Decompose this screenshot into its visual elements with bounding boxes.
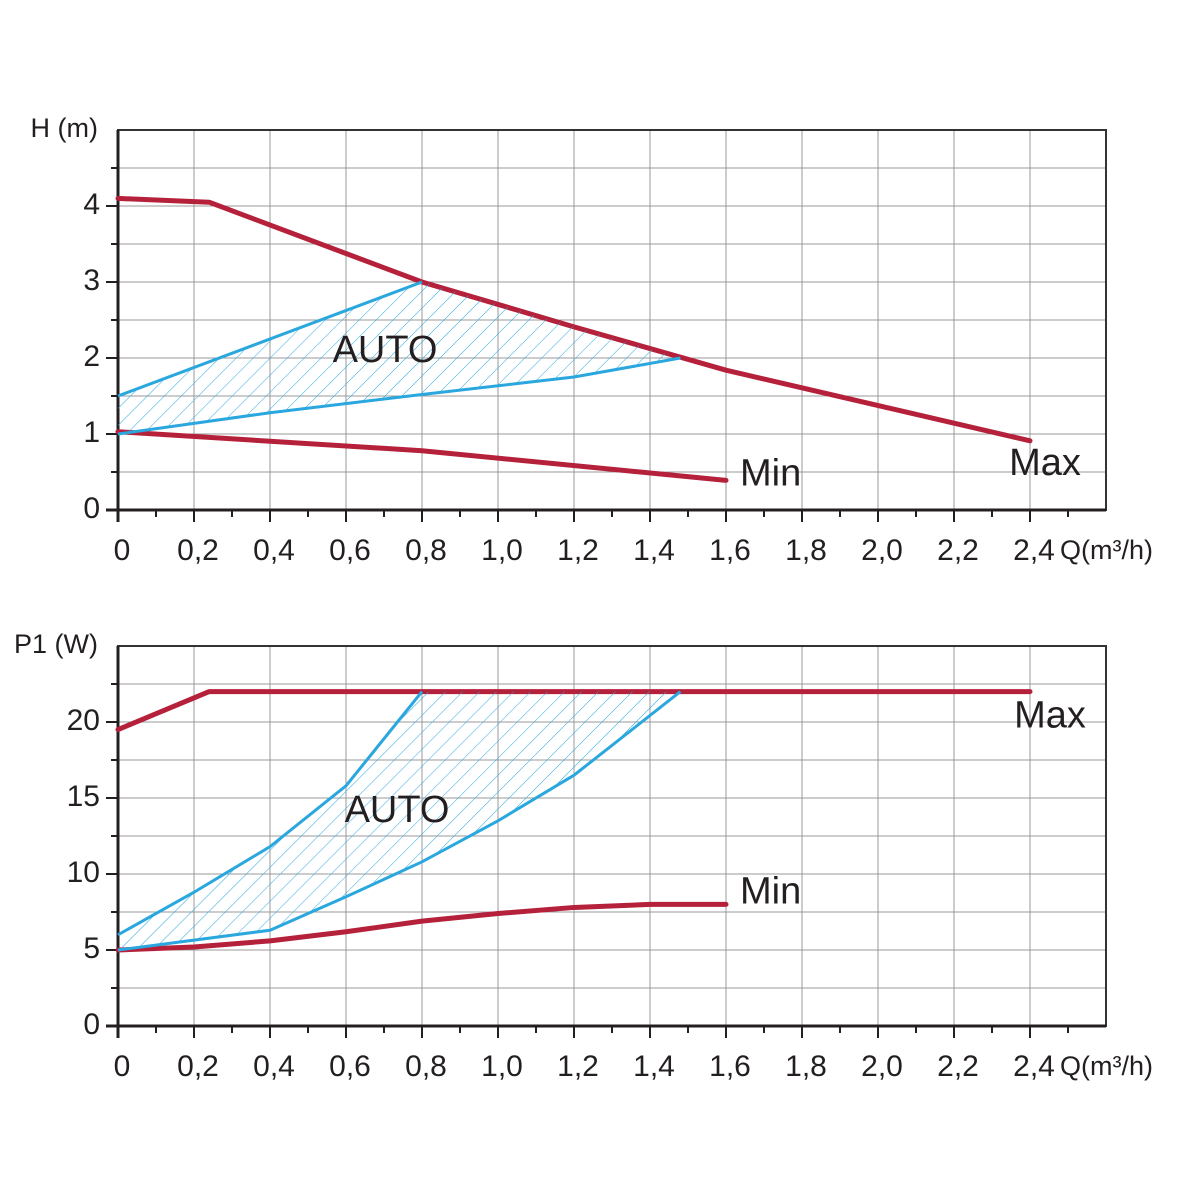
x-tick-label: 0,4: [253, 1050, 295, 1083]
x-tick-label: 2,0: [861, 1050, 903, 1083]
x-axis-label: Q(m³/h): [1060, 535, 1153, 565]
x-tick-label: 0: [114, 1050, 131, 1083]
x-tick-label: 2,2: [937, 534, 979, 567]
series-label: Min: [740, 452, 801, 494]
x-tick-label: 1,6: [709, 1050, 751, 1083]
auto-hatch: [118, 691, 681, 950]
series-line: [115, 195, 1033, 444]
x-tick-label: 0: [114, 534, 131, 567]
series-label: AUTO: [345, 789, 450, 831]
series-line: [115, 901, 729, 953]
x-tick-label: 1,2: [557, 534, 599, 567]
x-tick-label: 1,0: [481, 534, 523, 567]
x-tick-label: 1,6: [709, 534, 751, 567]
x-tick-label: 2,0: [861, 534, 903, 567]
y-tick-label: 4: [83, 188, 100, 221]
x-tick-label: 0,2: [177, 1050, 219, 1083]
y-tick-label: 15: [67, 780, 100, 813]
x-tick-label: 0,8: [405, 534, 447, 567]
y-tick-label: 10: [67, 856, 100, 889]
y-axis-label: P1 (W): [14, 629, 98, 659]
series-label: Max: [1009, 442, 1081, 484]
y-tick-label: 1: [83, 416, 100, 449]
auto-hatch: [118, 282, 681, 434]
y-tick-label: 5: [83, 932, 100, 965]
series-label: Min: [740, 870, 801, 912]
y-tick-label: 3: [83, 264, 100, 297]
x-tick-label: 0,8: [405, 1050, 447, 1083]
x-tick-label: 1,4: [633, 1050, 675, 1083]
x-tick-label: 2,4: [1013, 1050, 1055, 1083]
x-axis-label: Q(m³/h): [1060, 1051, 1153, 1081]
x-tick-label: 1,8: [785, 534, 827, 567]
y-tick-label: 20: [67, 704, 100, 737]
auto-upper-line: [117, 280, 423, 398]
series-line: [115, 429, 729, 483]
y-axis-label: H (m): [31, 113, 98, 143]
x-tick-label: 1,4: [633, 534, 675, 567]
auto-lower-line: [117, 690, 682, 952]
series-label: Max: [1014, 695, 1086, 737]
x-tick-label: 1,2: [557, 1050, 599, 1083]
x-tick-label: 0,2: [177, 534, 219, 567]
x-tick-label: 1,0: [481, 1050, 523, 1083]
x-tick-label: 1,8: [785, 1050, 827, 1083]
x-tick-label: 0,6: [329, 1050, 371, 1083]
x-tick-label: 0,4: [253, 534, 295, 567]
auto-upper-line: [117, 690, 424, 937]
x-tick-label: 0,6: [329, 534, 371, 567]
series-line: [115, 689, 1033, 733]
y-tick-label: 2: [83, 340, 100, 373]
x-tick-label: 2,4: [1013, 534, 1055, 567]
series-label: AUTO: [333, 329, 438, 371]
x-tick-label: 2,2: [937, 1050, 979, 1083]
auto-lower-line: [117, 356, 681, 436]
y-tick-label: 0: [83, 492, 100, 525]
y-tick-label: 0: [83, 1008, 100, 1041]
